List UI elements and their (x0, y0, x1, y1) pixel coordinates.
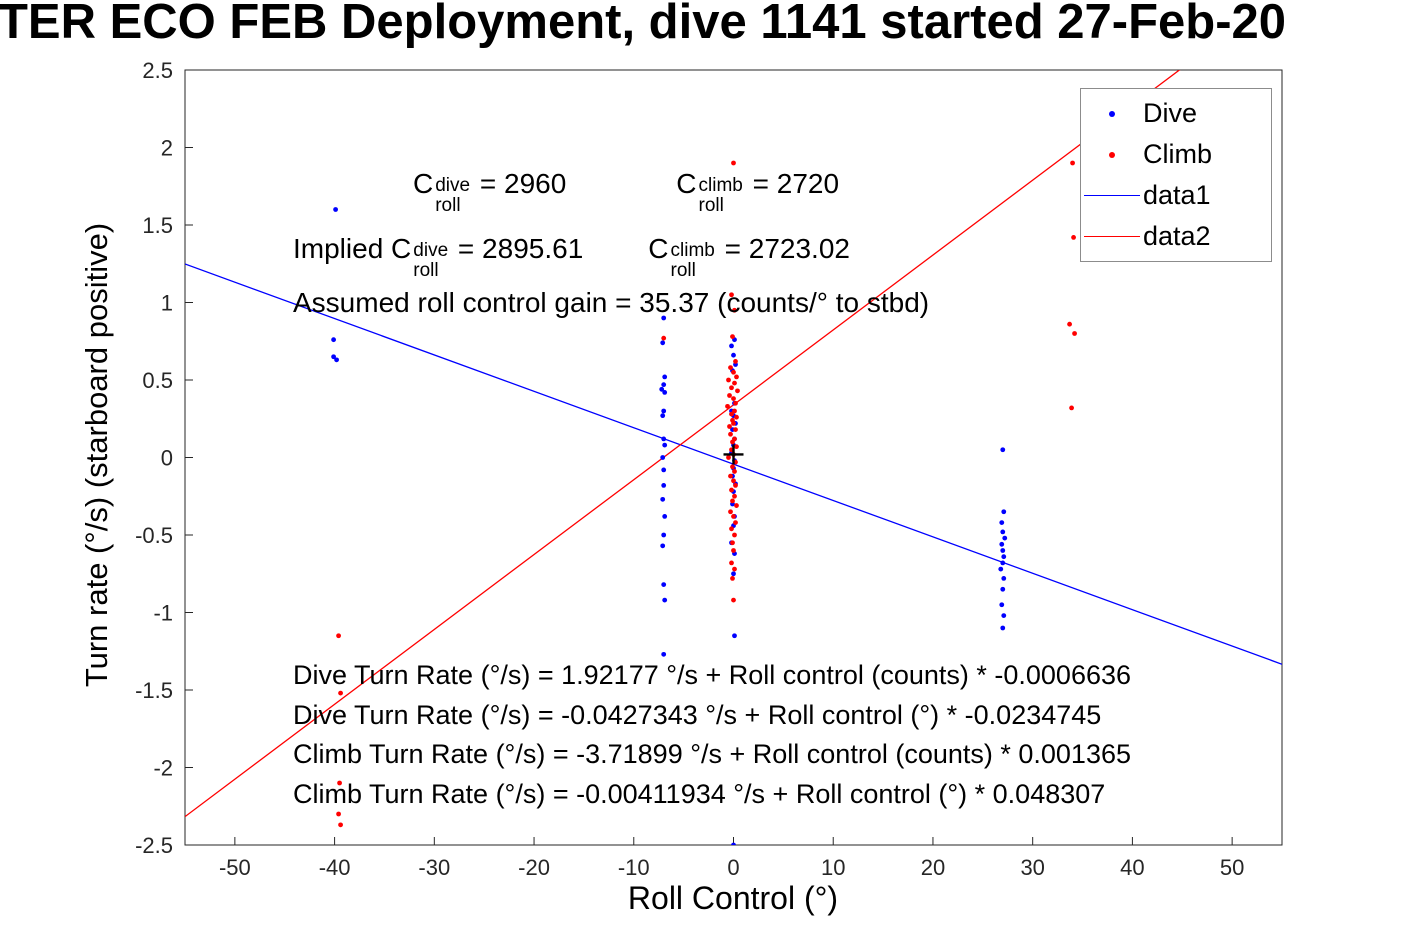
dive-marker-icon (1081, 110, 1143, 117)
implied-croll-dive-value: = 2895.61 (450, 233, 584, 264)
y-tick-label: -2.5 (135, 833, 173, 858)
sub-roll: roll (435, 194, 461, 216)
x-tick-label: -30 (418, 855, 450, 880)
y-tick-label: 0.5 (142, 368, 173, 393)
croll-dive-value: = 2960 (472, 168, 567, 199)
c-symbol: C (391, 233, 412, 264)
data1-line-icon (1081, 195, 1143, 196)
y-tick-label: -1 (153, 601, 173, 626)
croll-climb-value: = 2720 (744, 168, 840, 199)
legend-label-data1: data1 (1143, 180, 1211, 210)
x-tick-label: 0 (727, 855, 739, 880)
y-tick-label: 1 (161, 291, 173, 316)
legend-item-climb: Climb (1081, 135, 1271, 175)
x-tick-label: -40 (319, 855, 351, 880)
dive-fit-counts-equation: Dive Turn Rate (°/s) = 1.92177 °/s + Rol… (293, 660, 1132, 690)
sub-roll: roll (698, 194, 724, 216)
origin-plus-marker (723, 444, 744, 465)
c-symbol: C (648, 233, 669, 264)
legend: Dive Climb data1 data2 (1080, 88, 1272, 262)
legend-item-data1: data1 (1081, 176, 1271, 216)
climb-fit-degrees-equation: Climb Turn Rate (°/s) = -0.00411934 °/s … (293, 778, 1106, 809)
x-tick-label: -50 (219, 855, 251, 880)
sup-climb: climb (698, 174, 743, 196)
y-tick-label: -2 (153, 756, 173, 781)
annotation-roll-gain: Assumed roll control gain = 35.37 (count… (293, 287, 930, 318)
x-tick-label: 10 (821, 855, 845, 880)
x-tick-label: 30 (1020, 855, 1044, 880)
legend-label-data2: data2 (1143, 221, 1211, 251)
sub-roll: roll (413, 259, 439, 281)
legend-label-dive: Dive (1143, 98, 1198, 128)
y-axis-ticks: -2.5 -2 -1.5 -1 -0.5 0 0.5 1 1.5 2 2.5 (135, 58, 193, 858)
y-tick-label: -1.5 (135, 678, 173, 703)
implied-croll-climb-value: = 2723.02 (716, 233, 850, 264)
climb-marker-icon (1081, 151, 1143, 158)
y-tick-label: 0 (161, 446, 173, 471)
y-tick-label: 1.5 (142, 213, 173, 238)
x-tick-label: 20 (921, 855, 945, 880)
x-tick-label: -20 (518, 855, 550, 880)
implied-prefix: Implied (293, 233, 392, 264)
sup-dive: dive (435, 174, 471, 196)
x-axis-ticks: -50 -40 -30 -20 -10 0 10 20 30 40 50 (219, 837, 1244, 880)
x-tick-label: 40 (1120, 855, 1144, 880)
legend-item-dive: Dive (1081, 94, 1271, 134)
c-symbol: C (413, 168, 434, 199)
dive-fit-degrees-equation: Dive Turn Rate (°/s) = -0.0427343 °/s + … (293, 699, 1102, 730)
y-tick-label: -0.5 (135, 523, 173, 548)
y-tick-label: 2 (161, 136, 173, 161)
y-tick-label: 2.5 (142, 58, 173, 83)
climb-fit-counts-equation: Climb Turn Rate (°/s) = -3.71899 °/s + R… (293, 739, 1131, 769)
x-tick-label: 50 (1220, 855, 1244, 880)
chart-title: TER ECO FEB Deployment, dive 1141 starte… (0, 0, 1287, 49)
sup-dive: dive (413, 239, 449, 261)
data2-line-icon (1081, 236, 1143, 237)
sub-roll: roll (670, 259, 696, 281)
x-tick-label: -10 (618, 855, 650, 880)
legend-item-data2: data2 (1081, 217, 1271, 257)
legend-label-climb: Climb (1143, 139, 1213, 169)
annotation-fit-equations: Dive Turn Rate (°/s) = 1.92177 °/s + Rol… (293, 656, 1131, 814)
x-axis-label: Roll Control (°) (627, 880, 839, 916)
c-symbol: C (676, 168, 697, 199)
sup-climb: climb (670, 239, 715, 261)
